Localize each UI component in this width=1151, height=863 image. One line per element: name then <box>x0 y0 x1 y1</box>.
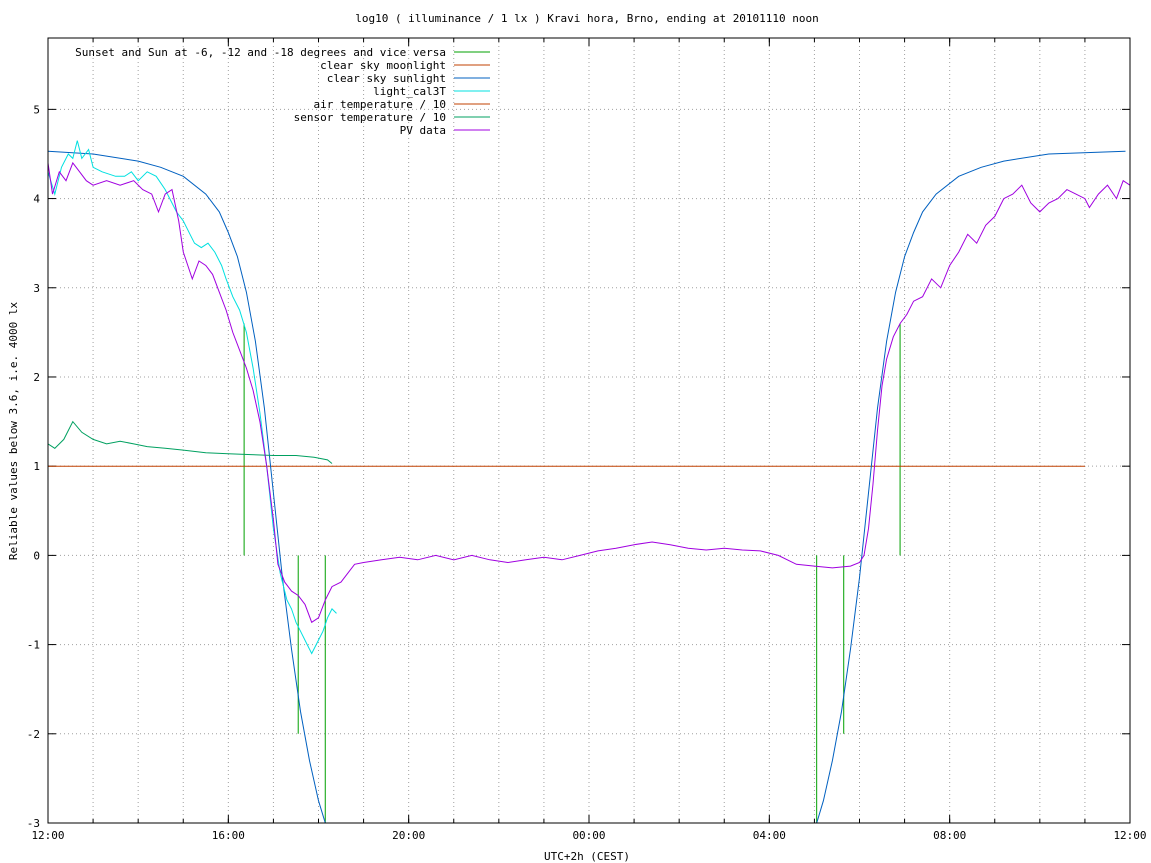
y-tick-label: 2 <box>33 371 40 384</box>
y-tick-label: 4 <box>33 193 40 206</box>
legend-label: Sunset and Sun at -6, -12 and -18 degree… <box>75 46 446 59</box>
x-tick-label: 20:00 <box>392 829 425 842</box>
series-6-line <box>48 161 1130 624</box>
x-tick-label: 16:00 <box>212 829 245 842</box>
plot-frame <box>47 37 1131 824</box>
chart-title: log10 ( illuminance / 1 lx ) Kravi hora,… <box>355 12 819 25</box>
series-3-line <box>48 140 337 655</box>
y-tick-label: 5 <box>33 103 40 116</box>
x-tick-label: 08:00 <box>933 829 966 842</box>
x-tick-label: 12:00 <box>31 829 64 842</box>
y-axis-label: Reliable values below 3.6, i.e. 4000 lx <box>7 301 20 560</box>
x-axis-label: UTC+2h (CEST) <box>544 850 630 863</box>
legend-label: light_cal3T <box>373 85 446 98</box>
x-tick-label: 12:00 <box>1113 829 1146 842</box>
plot-series <box>48 140 1130 823</box>
y-tick-label: 3 <box>33 282 40 295</box>
legend-label: PV data <box>400 124 446 137</box>
y-tick-label: -1 <box>27 639 40 652</box>
axis-ticks: -3 -2 -1 0 1 2 3 4 5 12:00 16:00 20:00 00:00 04:00 08:… <box>27 38 1147 842</box>
series-5-line <box>48 420 333 464</box>
series-2-line <box>48 150 326 823</box>
x-tick-label: 04:00 <box>753 829 786 842</box>
y-tick-label: 0 <box>33 549 40 562</box>
legend-label: air temperature / 10 <box>314 98 446 111</box>
legend-label: clear sky moonlight <box>320 59 446 72</box>
y-tick-label: -2 <box>27 728 40 741</box>
legend: Sunset and Sun at -6, -12 and -18 degree… <box>75 46 490 137</box>
series-2-line <box>816 150 1126 823</box>
legend-label: sensor temperature / 10 <box>294 111 446 124</box>
grid <box>48 38 1130 823</box>
x-tick-label: 00:00 <box>572 829 605 842</box>
y-tick-label: -3 <box>27 817 40 830</box>
y-tick-label: 1 <box>33 460 40 473</box>
legend-label: clear sky sunlight <box>327 72 446 85</box>
